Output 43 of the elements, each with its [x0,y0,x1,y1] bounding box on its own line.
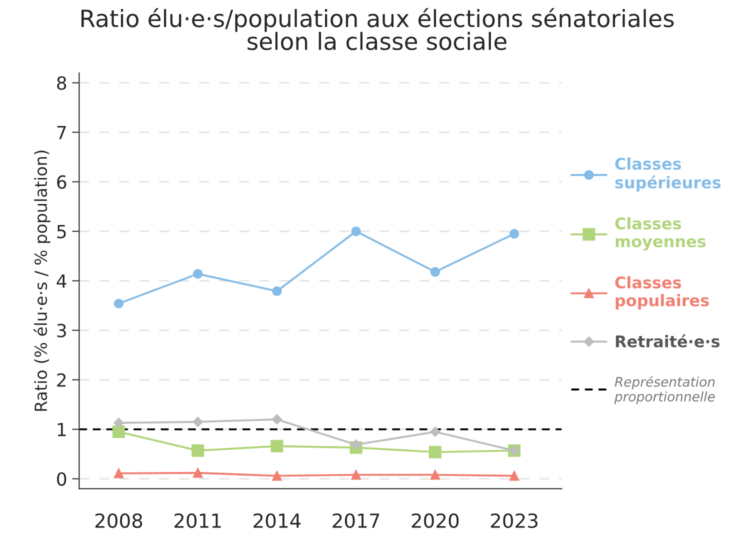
point [272,414,282,425]
y-tick-label: 4 [56,274,66,288]
point [114,298,124,308]
point [430,470,440,480]
point [350,440,362,450]
y-tick-label: 2 [57,373,66,387]
x-tick-label: 2020 [412,513,459,528]
x-tick-label: 2014 [254,513,301,528]
y-tick-label: 5 [57,224,66,238]
legend-label: Représentation proportionnelle [614,376,715,404]
point [112,426,125,438]
y-tick-label: 8 [57,76,66,90]
point [509,470,520,481]
point [270,440,284,452]
legend-label: Classes populaires [615,276,709,310]
x-tick-label: 2017 [332,513,380,528]
x-tick-label: 2011 [174,513,221,528]
y-tick-label: 3 [57,324,66,338]
point [114,468,124,478]
point [272,286,282,296]
point [351,470,361,480]
point [430,426,440,437]
x-tick-label: 2008 [95,513,142,528]
legend-label: Classes moyennes [615,217,706,251]
chart-title: Ratio élu·e·s/population aux élections sénatoriales selon la classe sociale [81,8,674,50]
point [351,226,361,236]
y-tick-label: 0 [57,472,66,486]
point [430,267,440,277]
point [509,228,520,239]
point [428,446,442,458]
legend-label: Classes supérieures [615,157,721,192]
point [192,416,203,427]
point [272,470,282,481]
point [114,418,124,428]
legend-label: Retraité·e·s [616,334,720,348]
point [192,444,204,457]
x-tick-label: 2023 [490,513,538,528]
y-tick-label: 7 [57,126,66,140]
point [192,468,203,478]
point [192,269,203,279]
y-tick-label: 1 [58,422,66,436]
y-tick-label: 6 [57,175,66,189]
y-axis-title: Ratio (% élu·e·s / % population) [34,150,50,411]
